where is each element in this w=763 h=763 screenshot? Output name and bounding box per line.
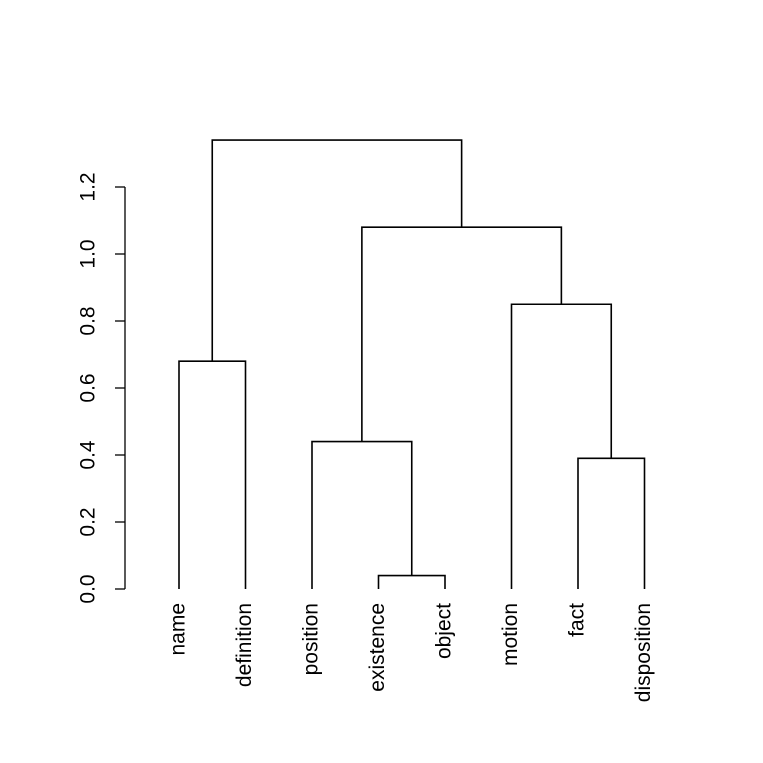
leaf-label-fact: fact bbox=[566, 603, 589, 637]
merge-motion-fact+disposition bbox=[510, 303, 613, 589]
merge-position+existence+object-motion+fact+disposition bbox=[361, 226, 563, 442]
y-tick-label: 1.0 bbox=[77, 239, 100, 268]
y-axis: 0.0 0.2 0.4 0.6 0.8 1.0 1.2 bbox=[77, 172, 126, 604]
leaf-label-position: position bbox=[300, 603, 323, 675]
leaf-labels: name definition position existence object mot… bbox=[167, 603, 656, 702]
y-tick-label: 0.8 bbox=[77, 306, 100, 335]
y-tick-label: 0.4 bbox=[77, 440, 100, 470]
leaf-label-motion: motion bbox=[499, 603, 522, 666]
y-tick-label: 0.6 bbox=[77, 373, 100, 402]
y-tick-label: 0.0 bbox=[77, 574, 100, 603]
leaf-label-object: object bbox=[433, 603, 456, 659]
leaf-label-name: name bbox=[167, 603, 190, 656]
merge-existence-object bbox=[377, 574, 446, 589]
leaf-label-definition: definition bbox=[233, 603, 256, 687]
y-tick-label: 0.2 bbox=[77, 507, 100, 536]
leaf-label-existence: existence bbox=[366, 603, 389, 692]
merge-name+definition-position+existence+object+motion+fact+disposition bbox=[211, 139, 463, 362]
leaf-label-disposition: disposition bbox=[632, 603, 655, 702]
merge-name-definition bbox=[178, 360, 247, 589]
y-tick-label: 1.2 bbox=[77, 172, 100, 201]
merge-fact-disposition bbox=[577, 457, 646, 589]
merge-position-existence+object bbox=[311, 440, 413, 589]
dendrogram-branches bbox=[178, 139, 646, 589]
